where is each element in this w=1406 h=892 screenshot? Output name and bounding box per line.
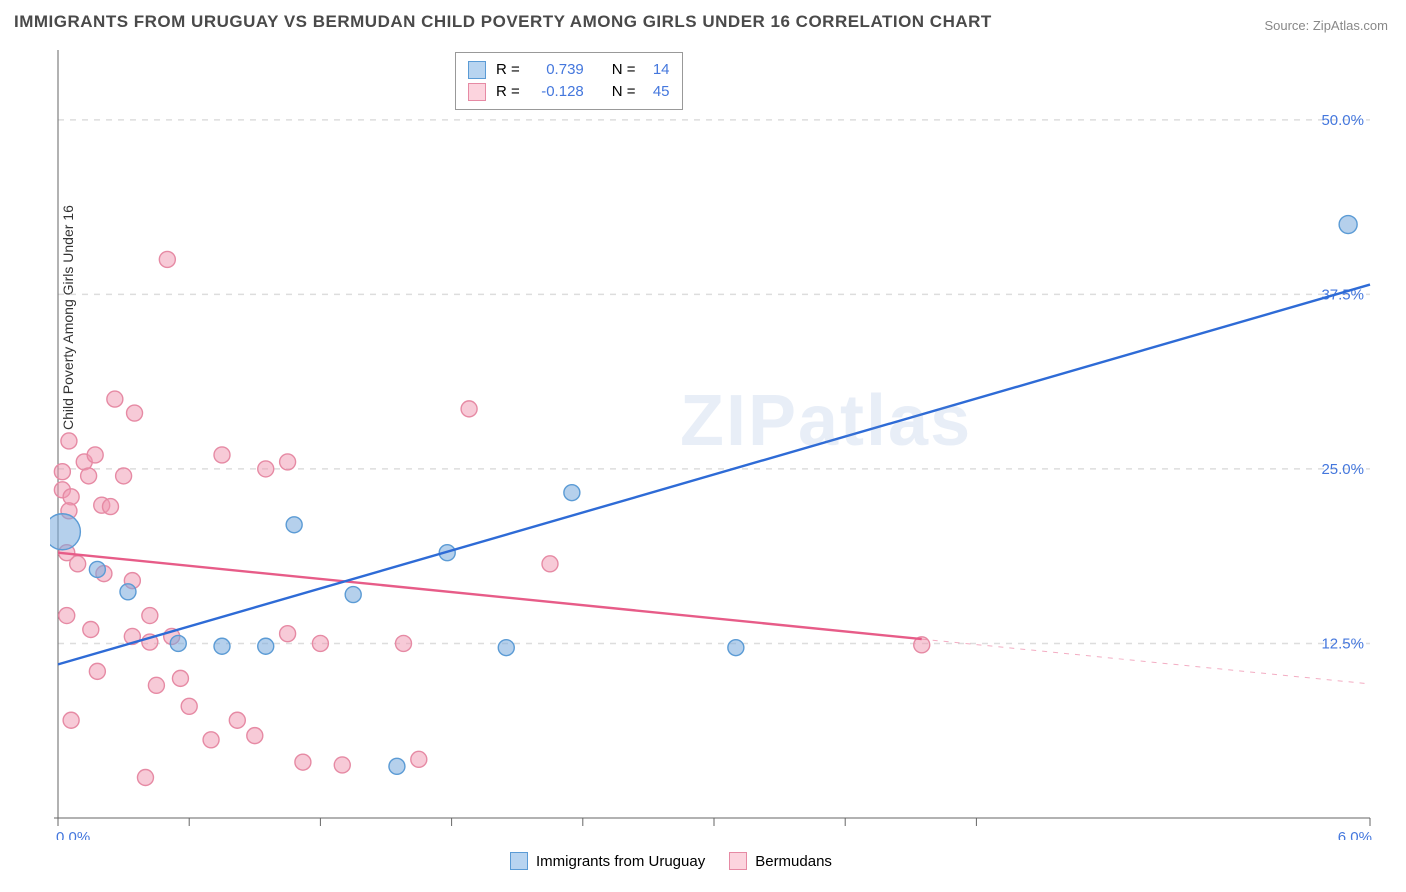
legend-correlation-box: R = 0.739 N = 14 R = -0.128 N = 45 (455, 52, 683, 110)
n-value-blue: 14 (646, 59, 670, 81)
r-label: R = (496, 59, 520, 81)
source-name: ZipAtlas.com (1313, 18, 1388, 33)
legend-item-blue: Immigrants from Uruguay (510, 852, 705, 870)
legend-row-pink: R = -0.128 N = 45 (468, 81, 670, 103)
source-prefix: Source: (1264, 18, 1312, 33)
legend-row-blue: R = 0.739 N = 14 (468, 59, 670, 81)
svg-text:25.0%: 25.0% (1321, 461, 1364, 478)
n-value-pink: 45 (646, 81, 670, 103)
svg-text:50.0%: 50.0% (1321, 112, 1364, 129)
r-value-blue: 0.739 (530, 59, 584, 81)
n-label: N = (612, 81, 636, 103)
source-attribution: Source: ZipAtlas.com (1264, 18, 1388, 33)
legend-series: Immigrants from Uruguay Bermudans (510, 852, 832, 870)
svg-text:0.0%: 0.0% (56, 829, 90, 840)
legend-swatch-blue (468, 61, 486, 79)
r-label: R = (496, 81, 520, 103)
n-label: N = (612, 59, 636, 81)
page-title: IMMIGRANTS FROM URUGUAY VS BERMUDAN CHIL… (14, 12, 992, 32)
svg-text:6.0%: 6.0% (1338, 829, 1372, 840)
legend-swatch-blue (510, 852, 528, 870)
r-value-pink: -0.128 (530, 81, 584, 103)
legend-swatch-pink (468, 83, 486, 101)
chart-plot-area: Child Poverty Among Girls Under 16 12.5%… (50, 50, 1390, 840)
legend-label-pink: Bermudans (755, 853, 832, 870)
legend-label-blue: Immigrants from Uruguay (536, 853, 705, 870)
svg-text:12.5%: 12.5% (1321, 635, 1364, 652)
chart-svg: 12.5%25.0%37.5%50.0%0.0%6.0% (50, 50, 1390, 840)
legend-swatch-pink (729, 852, 747, 870)
legend-item-pink: Bermudans (729, 852, 832, 870)
